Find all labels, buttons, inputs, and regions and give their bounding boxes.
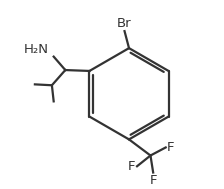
Text: H₂N: H₂N xyxy=(24,43,49,56)
Text: F: F xyxy=(128,160,136,173)
Text: Br: Br xyxy=(116,17,131,30)
Text: F: F xyxy=(149,174,157,187)
Text: F: F xyxy=(167,141,175,154)
